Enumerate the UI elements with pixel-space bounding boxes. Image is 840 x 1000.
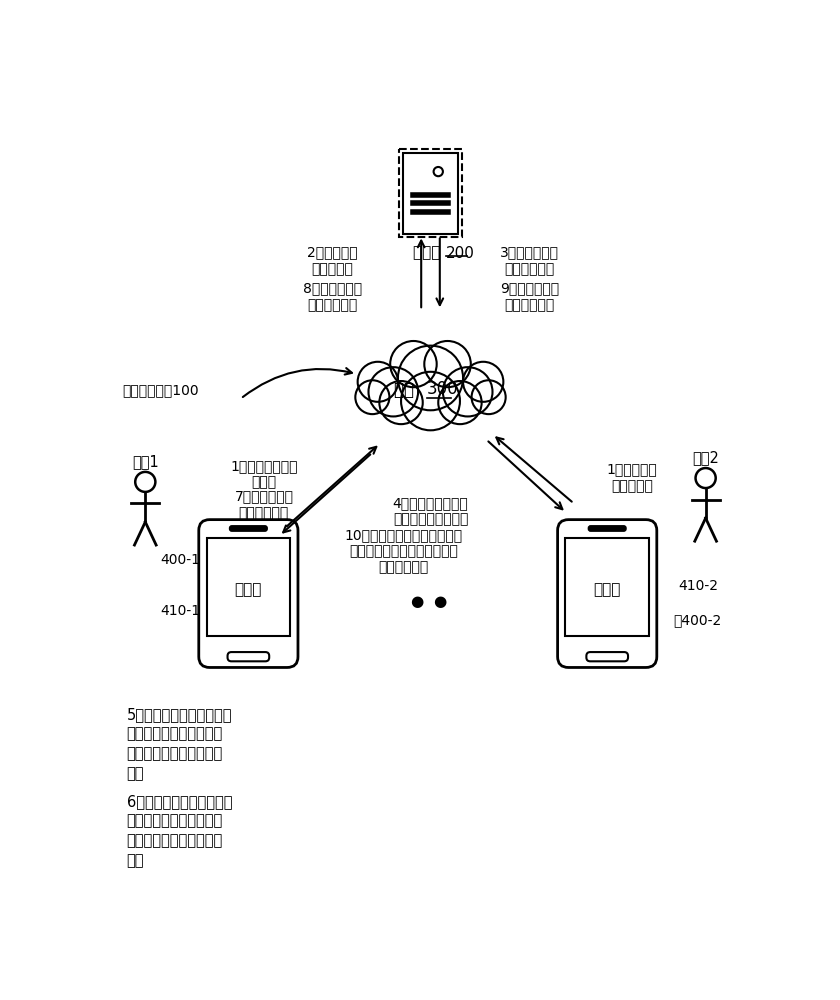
Text: 10、对弹幕样式进行解析，并
在播放界面中呈现符合弹幕样
式的弹幕内容: 10、对弹幕样式进行解析，并 在播放界面中呈现符合弹幕样 式的弹幕内容 [344,528,463,574]
Text: 6、通过弹幕编辑界面接收
待发送的弹幕内容、以及
针对弹幕内容设置的弹幕
样式: 6、通过弹幕编辑界面接收 待发送的弹幕内容、以及 针对弹幕内容设置的弹幕 样式 [127,794,232,868]
Text: 5、响应于在播放多媒体信
息的过程中接收到的弹幕
编辑操作，呈现弹幕编辑
界面: 5、响应于在播放多媒体信 息的过程中接收到的弹幕 编辑操作，呈现弹幕编辑 界面 [127,707,232,781]
Text: 1、发送多媒体信
息请求: 1、发送多媒体信 息请求 [230,459,297,489]
FancyBboxPatch shape [558,520,657,667]
Text: 410-1: 410-1 [160,604,201,618]
FancyBboxPatch shape [207,538,291,636]
Circle shape [391,341,437,387]
Circle shape [135,472,155,492]
FancyBboxPatch shape [228,652,269,661]
Circle shape [463,362,503,402]
Circle shape [358,362,398,402]
Text: 4、接收下发的多媒
体信息，并解码播放: 4、接收下发的多媒 体信息，并解码播放 [392,496,469,526]
FancyBboxPatch shape [586,652,628,661]
Circle shape [443,367,492,416]
FancyBboxPatch shape [402,153,459,234]
Circle shape [401,372,460,430]
Text: ●  ●: ● ● [411,594,447,609]
Text: 9、下发弹幕内
容和弹幕样式: 9、下发弹幕内 容和弹幕样式 [500,282,559,312]
Text: 300: 300 [427,380,459,398]
Circle shape [380,381,423,424]
Circle shape [696,468,716,488]
Text: 2、接收多媒
体信息请求: 2、接收多媒 体信息请求 [307,246,357,276]
Text: 3、下发所请求
的多媒体信息: 3、下发所请求 的多媒体信息 [500,246,559,276]
Text: 网络: 网络 [394,380,419,398]
Text: 200: 200 [446,246,475,261]
Circle shape [424,341,470,387]
FancyBboxPatch shape [399,149,462,237]
Text: 410-2: 410-2 [679,579,718,593]
Text: 服务器: 服务器 [413,246,446,261]
Text: 用户1: 用户1 [132,454,159,469]
Circle shape [355,380,390,414]
Circle shape [398,346,463,410]
Text: 客户端: 客户端 [234,582,262,597]
Text: 1、发送多媒
体信息请求: 1、发送多媒 体信息请求 [606,463,658,493]
Text: 400-1: 400-1 [160,553,201,567]
Text: 7、发送弹幕内
容和弹幕样式: 7、发送弹幕内 容和弹幕样式 [234,490,293,520]
Text: 用户2: 用户2 [692,450,719,465]
FancyBboxPatch shape [588,526,626,531]
Text: 客户端: 客户端 [594,582,621,597]
FancyBboxPatch shape [229,526,267,531]
FancyBboxPatch shape [199,520,298,667]
Circle shape [438,381,481,424]
Text: 弹幕处理系统100: 弹幕处理系统100 [122,383,199,397]
FancyBboxPatch shape [565,538,649,636]
Circle shape [369,367,418,416]
Text: ～400-2: ～400-2 [673,613,722,628]
Circle shape [471,380,506,414]
Text: 8、接收弹幕内
容和弹幕样式: 8、接收弹幕内 容和弹幕样式 [302,282,362,312]
